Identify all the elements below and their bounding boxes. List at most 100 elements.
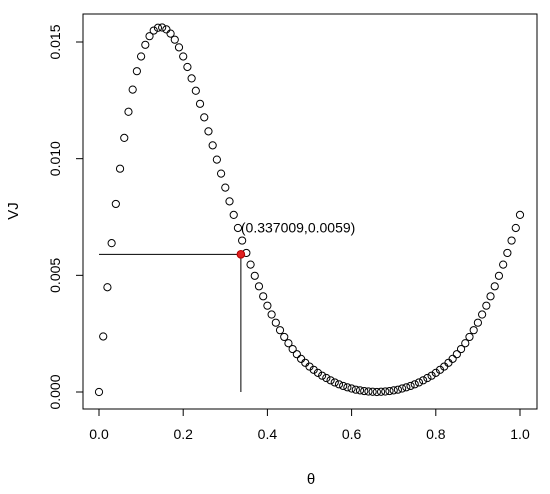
data-point <box>183 62 192 72</box>
data-point <box>313 368 323 377</box>
x-axis-title: θ <box>307 471 315 488</box>
data-point <box>431 368 440 377</box>
highlight-point-group: (0.337009,0.0059) <box>236 219 355 259</box>
data-point <box>469 326 478 335</box>
data-point <box>103 283 112 292</box>
data-point <box>221 183 230 192</box>
data-point <box>448 354 457 363</box>
data-point <box>187 74 196 83</box>
data-point <box>288 344 297 354</box>
data-point <box>482 301 491 310</box>
y-axis-title: VJ <box>5 202 22 220</box>
data-point <box>364 387 373 396</box>
data-point <box>368 387 377 396</box>
data-point <box>259 292 268 301</box>
data-point <box>204 127 213 136</box>
data-point <box>267 310 276 319</box>
data-point <box>212 155 221 164</box>
data-point <box>208 141 217 150</box>
data-point <box>419 376 428 385</box>
data-point <box>511 223 520 233</box>
data-point <box>225 197 234 206</box>
data-point <box>376 387 386 396</box>
data-point <box>503 248 512 258</box>
data-point <box>372 387 381 397</box>
data-point <box>427 371 436 380</box>
data-point <box>301 358 310 367</box>
data-point <box>216 169 226 178</box>
x-tick-label: 1.0 <box>510 426 530 442</box>
data-point <box>238 236 247 245</box>
data-point <box>461 339 470 348</box>
data-point <box>191 86 200 95</box>
data-point <box>271 318 280 327</box>
data-point <box>107 239 116 248</box>
data-point <box>456 344 466 354</box>
data-point <box>423 373 432 383</box>
data-point <box>166 29 175 38</box>
data-point <box>406 381 415 391</box>
y-axis: 0.000 0.005 0.010 0.015 <box>47 24 84 410</box>
highlight-point <box>236 250 246 259</box>
y-tick-label: 0.000 <box>47 374 63 409</box>
data-point <box>174 43 184 52</box>
data-point <box>318 371 327 380</box>
data-point <box>115 164 125 173</box>
data-point <box>179 52 188 61</box>
y-tick-label: 0.010 <box>47 141 63 176</box>
x-tick-label: 0.2 <box>173 426 193 442</box>
data-point <box>515 210 525 219</box>
data-point <box>473 318 482 327</box>
data-point <box>94 387 104 397</box>
y-tick-label: 0.005 <box>47 258 63 293</box>
data-point <box>326 376 335 385</box>
data-point <box>170 35 179 44</box>
highlight-guides <box>99 253 242 392</box>
data-point <box>398 384 407 393</box>
data-point <box>452 350 461 359</box>
data-point <box>162 25 171 34</box>
data-point <box>478 310 487 319</box>
data-point <box>195 99 205 108</box>
plot-frame <box>82 13 538 410</box>
x-tick-label: 0.6 <box>342 426 362 442</box>
data-point <box>360 386 369 396</box>
data-point <box>128 85 137 94</box>
data-point <box>499 260 508 269</box>
data-point <box>246 260 255 269</box>
data-point <box>322 373 331 383</box>
data-point <box>229 210 238 219</box>
data-point <box>120 133 129 142</box>
data-point <box>355 386 365 395</box>
data-point <box>99 332 108 341</box>
data-point <box>389 386 398 395</box>
data-point <box>111 199 120 209</box>
data-point <box>339 381 348 391</box>
highlight-label: (0.337009,0.0059) <box>241 219 355 235</box>
x-tick-label: 0.0 <box>89 426 109 442</box>
data-point <box>343 383 352 392</box>
data-point <box>296 354 306 363</box>
data-point <box>200 113 209 122</box>
data-point <box>351 385 360 394</box>
x-tick-label: 0.4 <box>258 426 278 442</box>
data-point <box>486 292 495 301</box>
data-point <box>507 236 516 245</box>
x-tick-label: 0.8 <box>426 426 446 442</box>
data-point <box>444 358 453 367</box>
x-axis: 0.0 0.2 0.4 0.6 0.8 1.0 <box>89 408 530 442</box>
data-point <box>309 365 318 374</box>
data-point <box>381 387 390 396</box>
data-point <box>465 332 474 342</box>
data-point <box>145 32 154 41</box>
data-point <box>132 67 141 76</box>
data-point <box>124 107 133 116</box>
data-point <box>494 271 504 280</box>
data-point <box>292 350 301 359</box>
data-point <box>414 378 424 387</box>
data-point <box>347 384 356 393</box>
data-point <box>330 378 339 387</box>
data-points <box>94 23 525 397</box>
data-point <box>250 271 259 280</box>
data-point <box>141 40 150 49</box>
